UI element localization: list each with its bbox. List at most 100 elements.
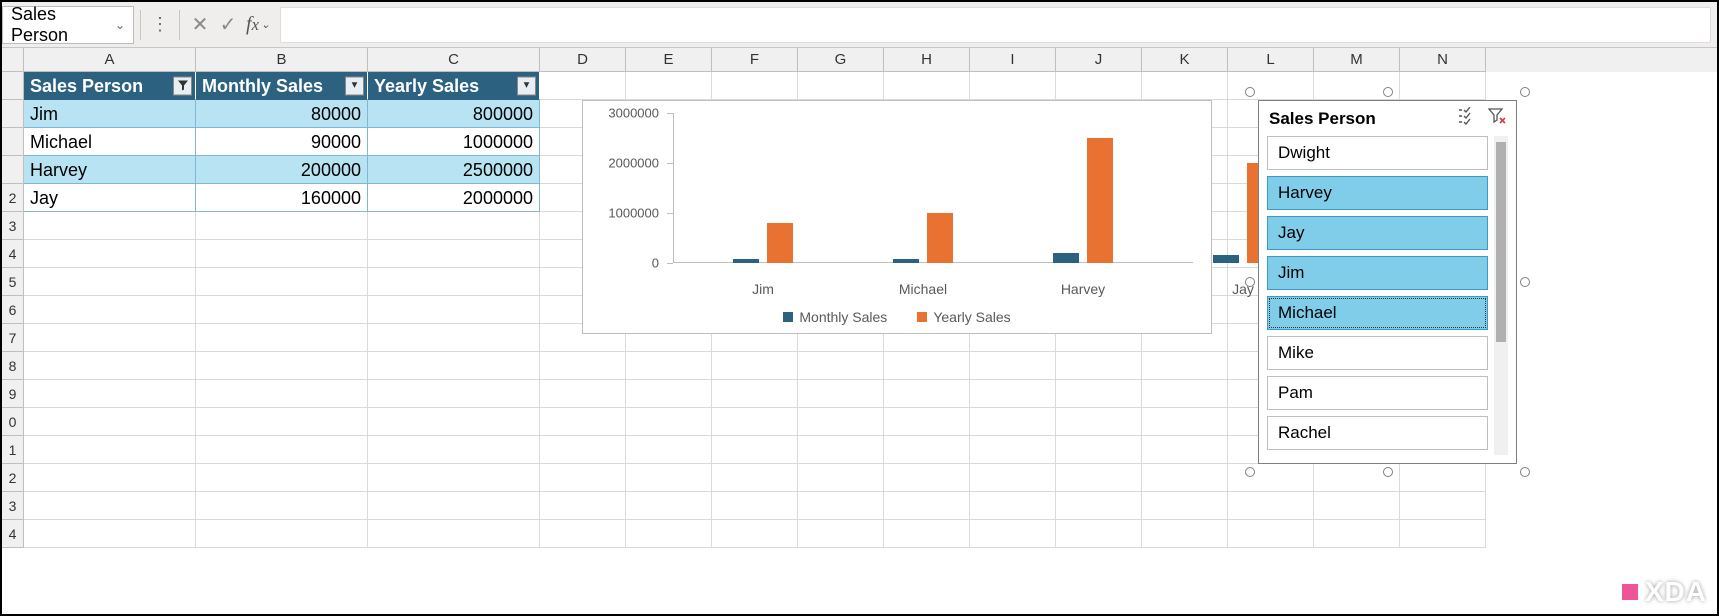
cell[interactable]	[540, 352, 626, 380]
cell[interactable]	[24, 520, 196, 548]
column-header[interactable]: D	[540, 48, 626, 72]
table-cell[interactable]: Jay	[24, 184, 196, 212]
cell[interactable]	[1056, 408, 1142, 436]
cell[interactable]	[884, 436, 970, 464]
cell[interactable]	[1056, 72, 1142, 100]
cell[interactable]	[626, 408, 712, 436]
row-header[interactable]: 3	[2, 492, 24, 520]
cell[interactable]	[1056, 492, 1142, 520]
accept-formula-button[interactable]: ✓	[214, 10, 242, 40]
cell[interactable]	[884, 380, 970, 408]
cell[interactable]	[368, 492, 540, 520]
row-header[interactable]: 0	[2, 408, 24, 436]
cell[interactable]	[712, 380, 798, 408]
slicer-item[interactable]: Jay	[1267, 216, 1488, 250]
table-cell[interactable]: 1000000	[368, 128, 540, 156]
table-cell[interactable]: 2000000	[368, 184, 540, 212]
cell[interactable]	[196, 324, 368, 352]
row-header[interactable]: 4	[2, 520, 24, 548]
row-header[interactable]: 7	[2, 324, 24, 352]
multi-select-icon[interactable]	[1458, 107, 1478, 130]
insert-function-button[interactable]: fx⌄	[242, 13, 274, 36]
row-header[interactable]: 6	[2, 296, 24, 324]
cell[interactable]	[368, 212, 540, 240]
row-header[interactable]	[2, 128, 24, 156]
cell[interactable]	[1056, 352, 1142, 380]
cell[interactable]	[24, 212, 196, 240]
cell[interactable]	[368, 520, 540, 548]
table-header[interactable]: Sales Person	[24, 72, 196, 100]
cell[interactable]	[626, 352, 712, 380]
filter-dropdown-icon[interactable]: ▾	[517, 76, 536, 95]
column-header[interactable]: K	[1142, 48, 1228, 72]
cell[interactable]	[1142, 492, 1228, 520]
cell[interactable]	[540, 436, 626, 464]
resize-handle[interactable]	[1520, 277, 1530, 287]
cell[interactable]	[798, 380, 884, 408]
cell[interactable]	[24, 296, 196, 324]
row-header[interactable]: 5	[2, 268, 24, 296]
cell[interactable]	[970, 352, 1056, 380]
cell[interactable]	[626, 520, 712, 548]
row-header[interactable]: 4	[2, 240, 24, 268]
column-header[interactable]: L	[1228, 48, 1314, 72]
cell[interactable]	[1142, 380, 1228, 408]
cell[interactable]	[1400, 492, 1486, 520]
row-header[interactable]: 3	[2, 212, 24, 240]
slicer-selection[interactable]: Sales Person DwightHarveyJayJimMichaelMi…	[1250, 92, 1525, 472]
cell[interactable]	[626, 72, 712, 100]
cell[interactable]	[196, 492, 368, 520]
cell[interactable]	[798, 464, 884, 492]
cell[interactable]	[368, 268, 540, 296]
cell[interactable]	[24, 352, 196, 380]
slicer-item[interactable]: Michael	[1267, 296, 1488, 330]
cell[interactable]	[1056, 436, 1142, 464]
cell[interactable]	[712, 492, 798, 520]
cell[interactable]	[798, 436, 884, 464]
cell[interactable]	[24, 268, 196, 296]
slicer-item[interactable]: Rachel	[1267, 416, 1488, 450]
cell[interactable]	[1056, 464, 1142, 492]
cell[interactable]	[970, 492, 1056, 520]
cell[interactable]	[970, 464, 1056, 492]
resize-handle[interactable]	[1383, 467, 1393, 477]
row-header[interactable]	[2, 72, 24, 100]
scrollbar-thumb[interactable]	[1496, 142, 1506, 342]
cell[interactable]	[196, 464, 368, 492]
cell[interactable]	[24, 436, 196, 464]
filter-dropdown-icon[interactable]: ▾	[345, 76, 364, 95]
cell[interactable]	[798, 492, 884, 520]
column-header[interactable]: C	[368, 48, 540, 72]
cell[interactable]	[24, 380, 196, 408]
resize-handle[interactable]	[1245, 87, 1255, 97]
scrollbar[interactable]	[1494, 136, 1508, 455]
cell[interactable]	[884, 492, 970, 520]
cell[interactable]	[196, 380, 368, 408]
cell[interactable]	[1228, 520, 1314, 548]
table-cell[interactable]: 800000	[368, 100, 540, 128]
cell[interactable]	[368, 352, 540, 380]
cell[interactable]	[626, 464, 712, 492]
cell[interactable]	[1228, 492, 1314, 520]
cell[interactable]	[1142, 408, 1228, 436]
cell[interactable]	[540, 380, 626, 408]
row-header[interactable]: 2	[2, 464, 24, 492]
cell[interactable]	[24, 324, 196, 352]
row-header[interactable]: 1	[2, 436, 24, 464]
formula-input[interactable]	[280, 7, 1711, 43]
cell[interactable]	[540, 492, 626, 520]
column-header[interactable]: I	[970, 48, 1056, 72]
select-all-corner[interactable]	[2, 48, 24, 72]
cell[interactable]	[884, 408, 970, 436]
cell[interactable]	[884, 464, 970, 492]
cell[interactable]	[970, 520, 1056, 548]
column-header[interactable]: J	[1056, 48, 1142, 72]
table-cell[interactable]: 90000	[196, 128, 368, 156]
sales-chart[interactable]: 0100000020000003000000JimMichaelHarveyJa…	[582, 100, 1212, 334]
cell[interactable]	[1314, 492, 1400, 520]
cell[interactable]	[712, 352, 798, 380]
column-header[interactable]: G	[798, 48, 884, 72]
column-header[interactable]: A	[24, 48, 196, 72]
cell[interactable]	[368, 436, 540, 464]
column-header[interactable]: B	[196, 48, 368, 72]
